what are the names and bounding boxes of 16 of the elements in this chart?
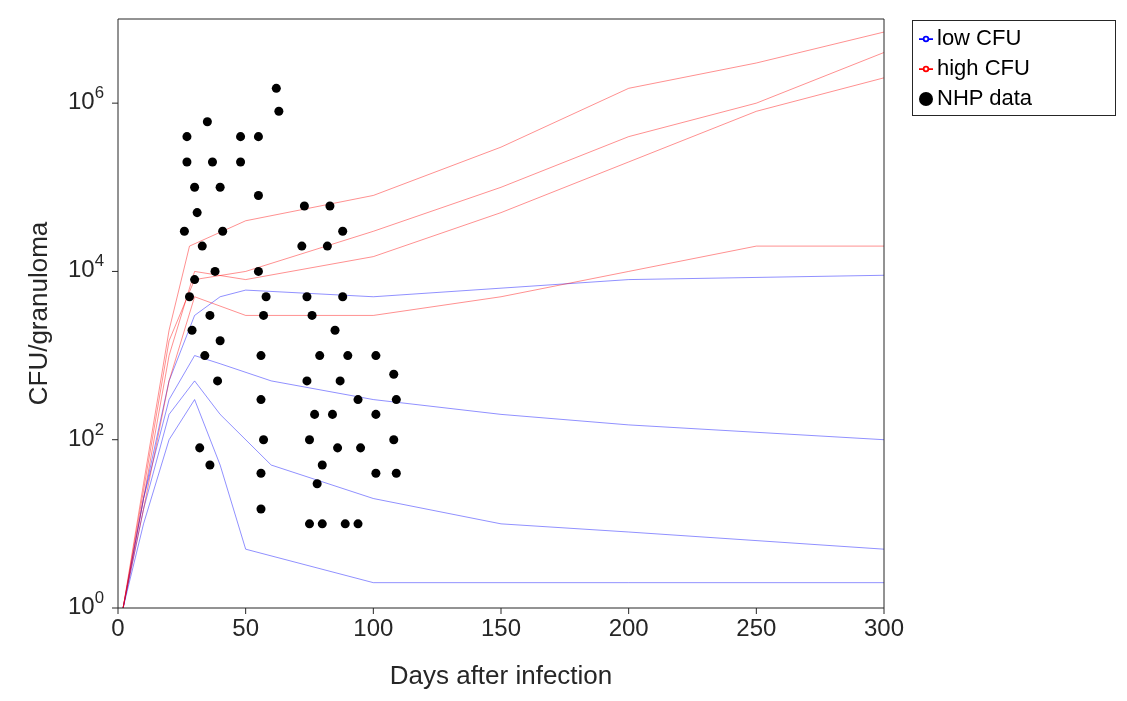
x-tick-label: 100 bbox=[353, 614, 394, 642]
x-tick-label: 200 bbox=[608, 614, 649, 642]
x-tick-label: 250 bbox=[736, 614, 777, 642]
y-axis-title: CFU/granuloma bbox=[23, 221, 54, 406]
x-tick-label: 300 bbox=[863, 614, 905, 642]
y-tick-label: 10$^{2}$ bbox=[67, 419, 104, 452]
x-tick-label: 0 bbox=[111, 614, 125, 642]
x-tick-label: 50 bbox=[232, 614, 260, 642]
legend-label: high CFU bbox=[937, 55, 1030, 80]
y-tick-label: 10$^{4}$ bbox=[67, 251, 104, 283]
legend-label: low CFU bbox=[937, 25, 1022, 50]
legend-label: NHP data bbox=[937, 85, 1032, 110]
x-axis-title: Days after infection bbox=[389, 660, 613, 690]
x-tick-label: 150 bbox=[480, 614, 522, 642]
y-tick-label: 10$^{0}$ bbox=[67, 587, 104, 620]
y-tick-label: 10$^{6}$ bbox=[67, 83, 104, 115]
